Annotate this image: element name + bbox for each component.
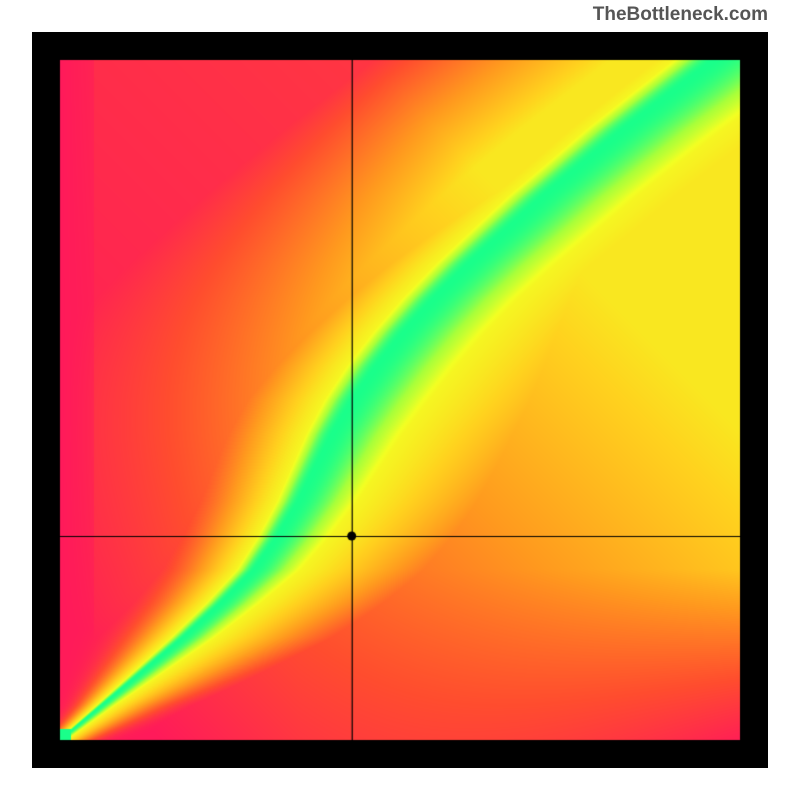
bottleneck-heatmap-chart: [32, 32, 768, 768]
heatmap-canvas: [32, 32, 768, 768]
page-container: TheBottleneck.com: [0, 0, 800, 800]
attribution-text: TheBottleneck.com: [593, 4, 768, 26]
